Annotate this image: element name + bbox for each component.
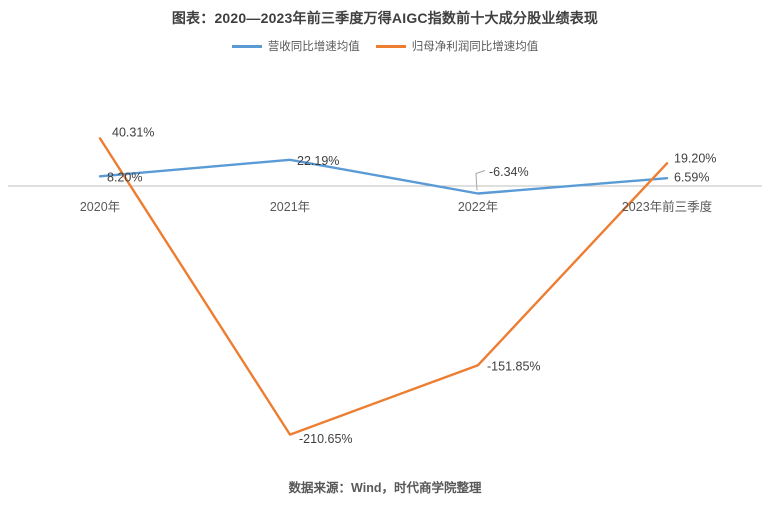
- data-label-revenue-0: 8.20%: [107, 171, 142, 185]
- chart-legend: 营收同比增速均值 归母净利润同比增速均值: [0, 38, 770, 54]
- legend-label-profit: 归母净利润同比增速均值: [411, 41, 539, 53]
- revenue-line-swatch-icon: [231, 44, 262, 48]
- data-label-profit-3: 19.20%: [674, 152, 716, 166]
- x-axis-label-3: 2023年前三季度: [621, 200, 713, 214]
- x-axis-label-1: 2021年: [269, 200, 311, 214]
- data-label-profit-1: -210.65%: [299, 432, 353, 446]
- data-label-leader-line: [475, 170, 486, 191]
- profit-series-line: [98, 137, 669, 436]
- data-source-note: 数据来源：Wind，时代商学院整理: [288, 481, 482, 495]
- x-axis-label-2: 2022年: [457, 200, 499, 214]
- legend-label-revenue: 营收同比增速均值: [267, 41, 360, 53]
- chart-title: 图表：2020—2023年前三季度万得AIGC指数前十大成分股业绩表现: [171, 10, 599, 26]
- revenue-series-line: [98, 158, 669, 195]
- legend-item-profit: 归母净利润同比增速均值: [375, 38, 539, 54]
- data-label-revenue-1: 22.19%: [297, 154, 339, 168]
- data-label-revenue-3: 6.59%: [674, 171, 709, 185]
- data-label-revenue-2: -6.34%: [489, 165, 529, 179]
- data-label-profit-0: 40.31%: [112, 126, 154, 140]
- data-label-profit-2: -151.85%: [487, 359, 541, 373]
- profit-line-swatch-icon: [375, 44, 406, 48]
- legend-item-revenue: 营收同比增速均值: [231, 38, 360, 54]
- x-axis-label-0: 2020年: [79, 200, 121, 214]
